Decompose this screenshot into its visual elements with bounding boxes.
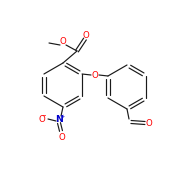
Text: −: − [42, 112, 46, 118]
Text: O: O [60, 37, 66, 46]
Text: O: O [59, 134, 65, 143]
Text: +: + [61, 114, 65, 118]
Text: O: O [39, 114, 45, 123]
Text: O: O [146, 118, 152, 127]
Text: O: O [83, 30, 89, 39]
Text: O: O [92, 71, 98, 80]
Text: N: N [55, 116, 63, 125]
